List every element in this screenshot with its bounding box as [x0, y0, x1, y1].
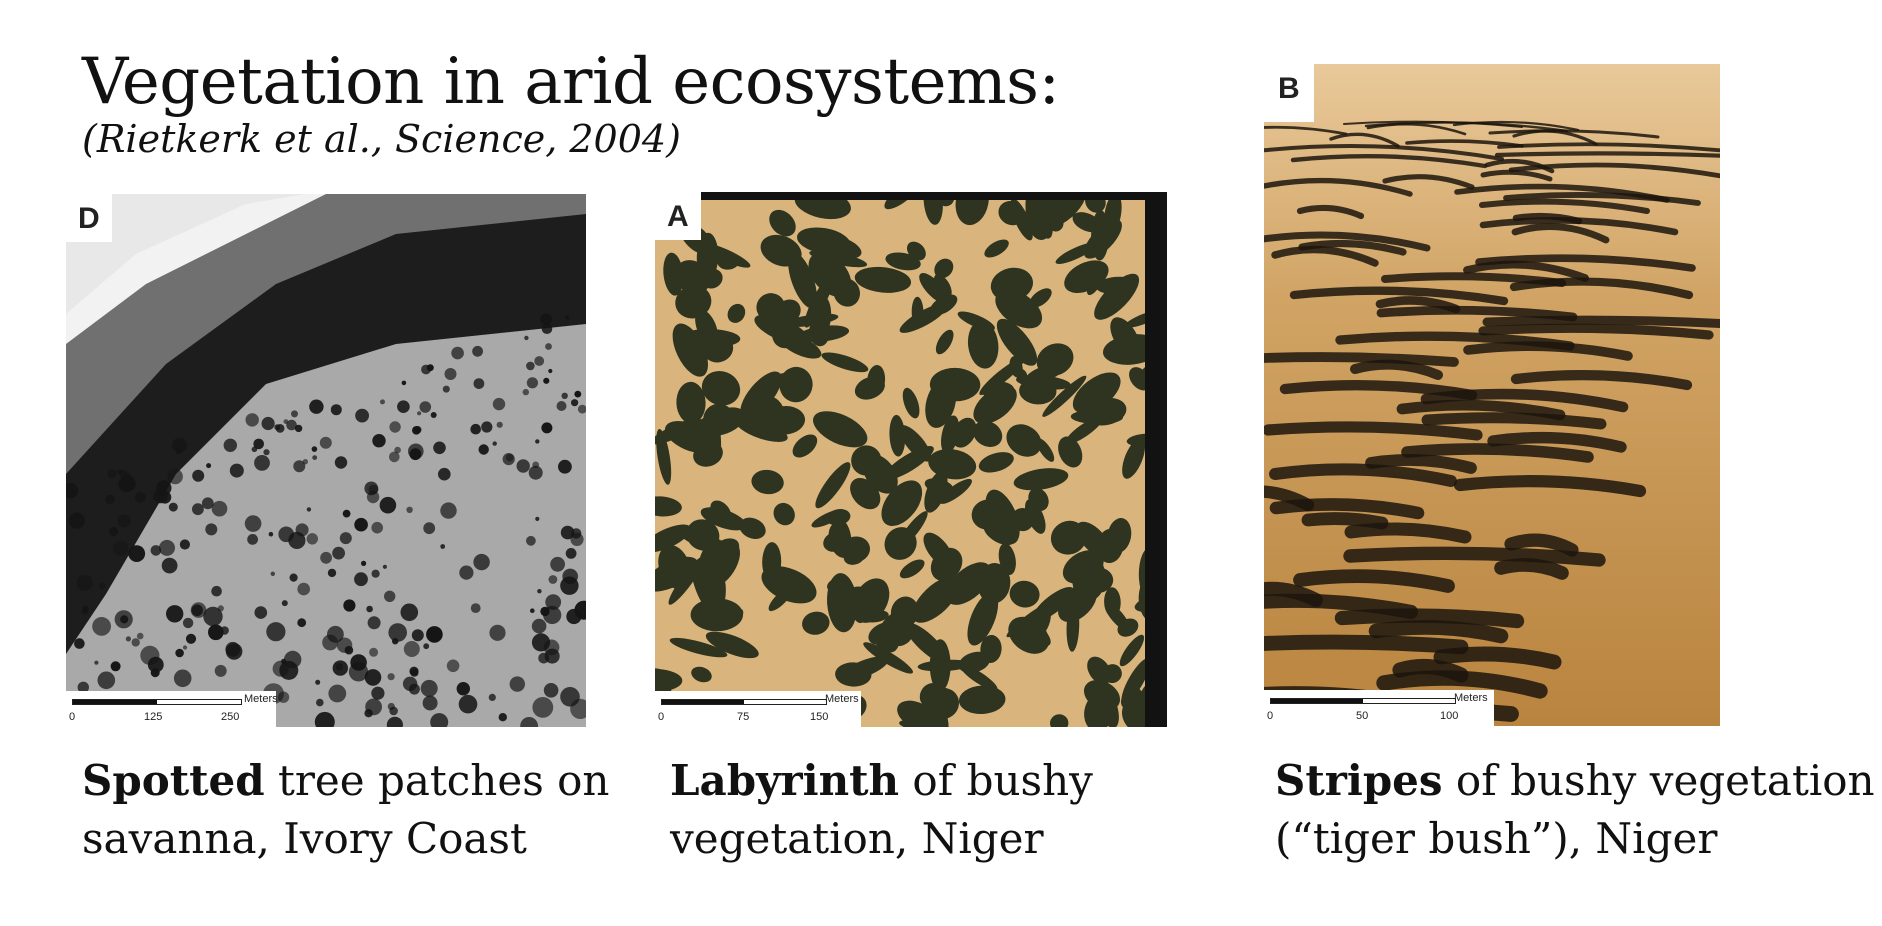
- scale-tick: 50: [1356, 710, 1369, 722]
- caption-text: of bushy vegetation: [1442, 756, 1875, 805]
- scale-tick: 0: [1267, 710, 1274, 722]
- scale-unit-a: Meters: [825, 693, 859, 705]
- caption-spotted: Spotted tree patches on savanna, Ivory C…: [82, 752, 609, 868]
- scale-bar-d: Meters 0 125 250: [66, 691, 278, 727]
- panel-label-b: B: [1264, 64, 1314, 122]
- scale-unit-b: Meters: [1454, 692, 1488, 704]
- photo-labyrinth: A Meters 0 75 150: [655, 192, 1167, 727]
- scale-bar-b: Meters 0 50 100: [1264, 690, 1494, 726]
- tiger-bush-image: [1264, 64, 1720, 726]
- scale-tick: 250: [221, 711, 240, 723]
- scale-tick: 0: [658, 711, 665, 723]
- caption-text: tree patches on: [264, 756, 610, 805]
- panel-label-a: A: [655, 192, 701, 240]
- spotted-savanna-image: [66, 194, 586, 727]
- panel-label-d: D: [66, 194, 112, 242]
- scale-bar-a: Meters 0 75 150: [655, 691, 861, 727]
- scale-tick: 125: [144, 711, 163, 723]
- caption-bold: Stripes: [1275, 756, 1443, 805]
- photo-spotted-savanna: D Meters 0 125 250: [66, 194, 586, 727]
- photo-tiger-bush: B Meters 0 50 100: [1264, 64, 1720, 726]
- scale-tick: 150: [810, 711, 829, 723]
- caption-bold: Spotted: [82, 756, 265, 805]
- scale-tick: 100: [1440, 710, 1459, 722]
- scale-tick: 75: [737, 711, 750, 723]
- scale-tick: 0: [69, 711, 76, 723]
- labyrinth-image: [655, 192, 1167, 727]
- caption-stripes: Stripes of bushy vegetation (“tiger bush…: [1275, 752, 1875, 868]
- caption-labyrinth: Labyrinth of bushy vegetation, Niger: [670, 752, 1093, 868]
- caption-text: vegetation, Niger: [670, 814, 1044, 863]
- caption-text: (“tiger bush”), Niger: [1275, 814, 1718, 863]
- caption-text: of bushy: [899, 756, 1093, 805]
- slide-subtitle: (Rietkerk et al., Science, 2004): [82, 117, 681, 161]
- caption-bold: Labyrinth: [670, 756, 900, 805]
- caption-text: savanna, Ivory Coast: [82, 814, 527, 863]
- slide-title: Vegetation in arid ecosystems:: [82, 45, 1060, 119]
- scale-unit-d: Meters: [244, 693, 278, 705]
